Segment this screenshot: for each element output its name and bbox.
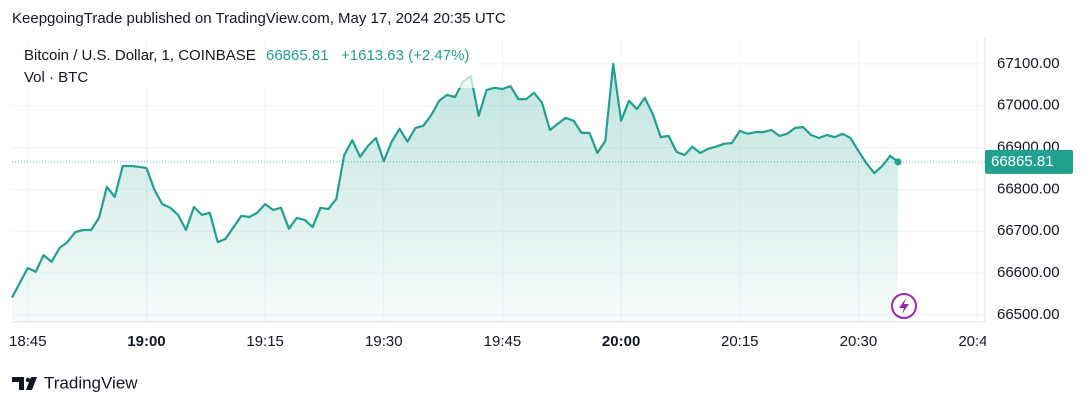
x-tick-label: 20:15 [721, 333, 759, 350]
volume-label: Vol · BTC [24, 69, 88, 86]
chart-title: Bitcoin / U.S. Dollar, 1, COINBASE [24, 47, 256, 64]
price-tag [985, 149, 1073, 174]
plot [11, 62, 985, 323]
x-tick-label: 19:00 [127, 333, 165, 350]
x-tick-label: 20:00 [602, 333, 640, 350]
tradingview-logo [12, 377, 37, 390]
legend-bg [20, 44, 480, 88]
area-fill [12, 63, 898, 323]
price-tag-label: 66865.81 [991, 153, 1054, 170]
x-tick-label: 20:30 [840, 333, 878, 350]
y-tick-label: 66800.00 [997, 180, 1060, 197]
price-line [11, 62, 899, 299]
y-tick-label: 66600.00 [997, 264, 1060, 281]
x-tick-label: 19:15 [246, 333, 284, 350]
y-tick-label: 66500.00 [997, 306, 1060, 323]
footer-brand: TradingView [44, 373, 138, 392]
y-tick-label: 66700.00 [997, 222, 1060, 239]
last-point [894, 158, 902, 166]
price-change: +1613.63 (+2.47%) [341, 47, 469, 64]
x-tick-label: 20:45 [958, 333, 996, 350]
y-axis: 66500.0066600.0066700.0066800.0066900.00… [985, 55, 1073, 323]
alert-icon[interactable] [891, 293, 917, 319]
x-tick-label: 19:30 [365, 333, 403, 350]
last-price: 66865.81 [266, 47, 329, 64]
published-line: KeepgoingTrade published on TradingView.… [12, 10, 506, 27]
x-tick-label: 18:45 [9, 333, 47, 350]
x-axis: 18:45 19:00 19:15 19:30 19:45 20:00 20:15 20:30… [9, 333, 996, 350]
x-tick-label: 19:45 [484, 333, 522, 350]
y-tick-label: 67000.00 [997, 97, 1060, 114]
y-tick-label: 67100.00 [997, 55, 1060, 72]
